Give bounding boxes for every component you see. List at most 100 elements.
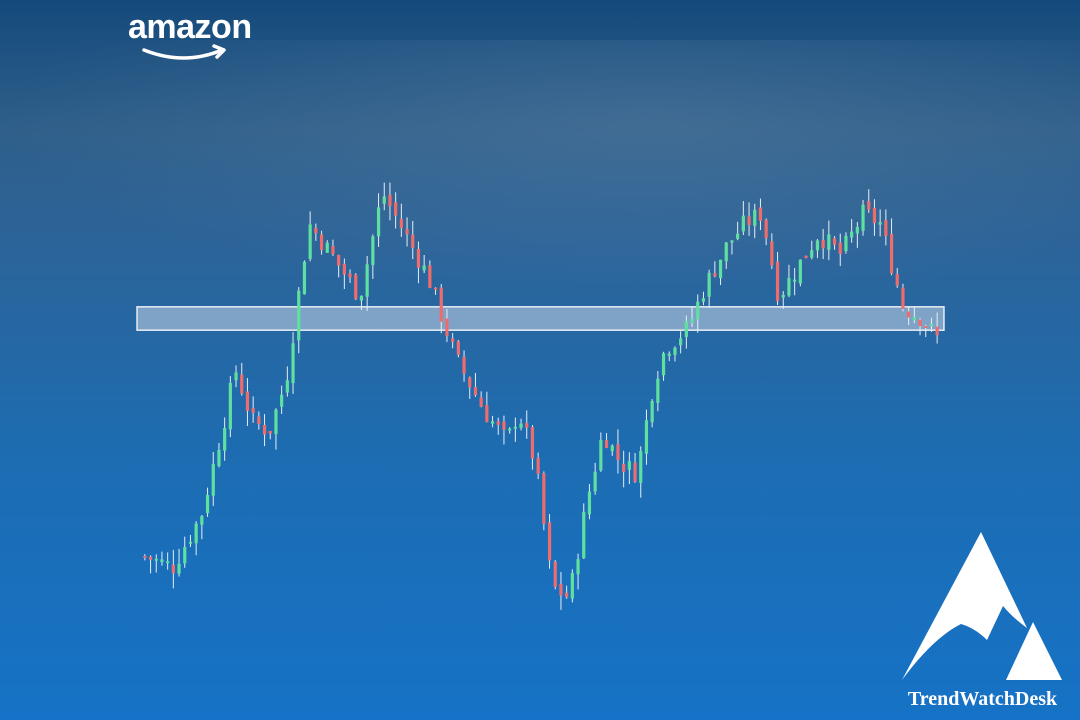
candle-body: [297, 290, 301, 341]
candle-body: [730, 240, 734, 243]
candle-body: [365, 264, 369, 297]
brand-name: amazon: [128, 8, 252, 46]
candle-body: [399, 218, 403, 229]
candle-body: [639, 450, 643, 483]
candle-body: [234, 372, 238, 381]
candle-body: [912, 316, 916, 321]
candle-body: [661, 353, 666, 376]
candle-body: [148, 556, 153, 560]
candle-body: [924, 325, 928, 328]
candle-body: [257, 416, 261, 425]
candle-body: [559, 583, 563, 596]
candle-body: [194, 523, 198, 544]
candle-body: [850, 231, 854, 238]
candle-body: [485, 405, 489, 422]
candle-body: [701, 298, 706, 302]
candle-body: [479, 397, 483, 407]
candle-body: [496, 421, 500, 426]
candle-body: [696, 301, 700, 320]
candle-body: [582, 511, 586, 559]
candle-body: [228, 382, 232, 430]
candle-body: [610, 445, 614, 452]
candle-body: [741, 215, 745, 232]
candle-body: [867, 201, 871, 210]
candle-body: [188, 541, 193, 544]
candle-body: [530, 427, 535, 459]
candle-body: [622, 463, 626, 472]
candle-body: [593, 471, 597, 492]
candle-body: [171, 564, 175, 574]
candle-body: [388, 194, 392, 207]
candle-body: [262, 424, 267, 435]
candle-body: [599, 440, 603, 471]
candle-body: [547, 522, 552, 561]
candle-body: [889, 233, 894, 274]
candle-body: [872, 207, 877, 224]
candle-body: [918, 319, 922, 327]
candle-body: [656, 378, 660, 403]
candle-body: [245, 391, 250, 411]
candle-body: [633, 462, 637, 482]
candle-body: [770, 241, 774, 266]
candle-body: [348, 273, 352, 278]
candle-body: [439, 287, 443, 322]
candle-body: [855, 226, 859, 234]
candle-body: [815, 240, 820, 251]
candle-body: [667, 353, 671, 356]
mountain-peak-icon: [902, 532, 1062, 680]
candle-body: [405, 229, 409, 235]
candle-body: [821, 240, 825, 249]
candle-body: [314, 227, 318, 234]
candle-body: [302, 261, 307, 295]
candle-body: [468, 377, 472, 388]
candle-body: [798, 259, 802, 284]
candle-body: [223, 427, 227, 451]
candle-body: [536, 457, 540, 474]
candle-body: [160, 559, 164, 563]
candle-body: [570, 573, 574, 599]
candle-body: [359, 295, 364, 301]
amazon-smile-arrow-icon: [142, 44, 226, 60]
candle-body: [684, 321, 688, 338]
candle-body: [394, 202, 398, 216]
candle-body: [308, 224, 312, 260]
candle-body: [542, 473, 546, 525]
candle-body: [473, 386, 478, 396]
candle-body: [650, 400, 654, 423]
candle-body: [280, 394, 284, 407]
candle-body: [901, 287, 905, 309]
candle-body: [576, 559, 580, 575]
candle-body: [758, 207, 763, 221]
candle-body: [416, 248, 421, 268]
candle-body: [337, 254, 341, 266]
candle-body: [827, 234, 831, 250]
candle-body: [616, 444, 620, 461]
candle-body: [525, 422, 529, 428]
candle-body: [422, 265, 426, 271]
candle-body: [627, 461, 631, 470]
candle-body: [895, 273, 899, 286]
candle-body: [747, 216, 751, 226]
candle-body: [428, 265, 432, 288]
brand-logo: amazon: [128, 6, 278, 64]
candle-body: [764, 219, 768, 239]
candle-body: [217, 449, 221, 466]
candle-body: [285, 380, 289, 393]
watermark-label: TrendWatchDesk: [907, 688, 1058, 710]
candle-body: [565, 592, 569, 598]
candle-body: [200, 516, 204, 525]
candle-body: [929, 323, 934, 326]
candle-body: [433, 287, 438, 290]
candle-body: [519, 423, 523, 428]
candle-body: [810, 250, 814, 258]
candle-body: [240, 374, 244, 394]
candle-body: [753, 209, 757, 226]
candle-body: [462, 356, 466, 374]
candle-body: [604, 440, 609, 449]
candle-body: [342, 263, 346, 275]
candle-body: [445, 318, 449, 336]
candle-body: [143, 555, 147, 558]
candle-body: [718, 259, 723, 279]
